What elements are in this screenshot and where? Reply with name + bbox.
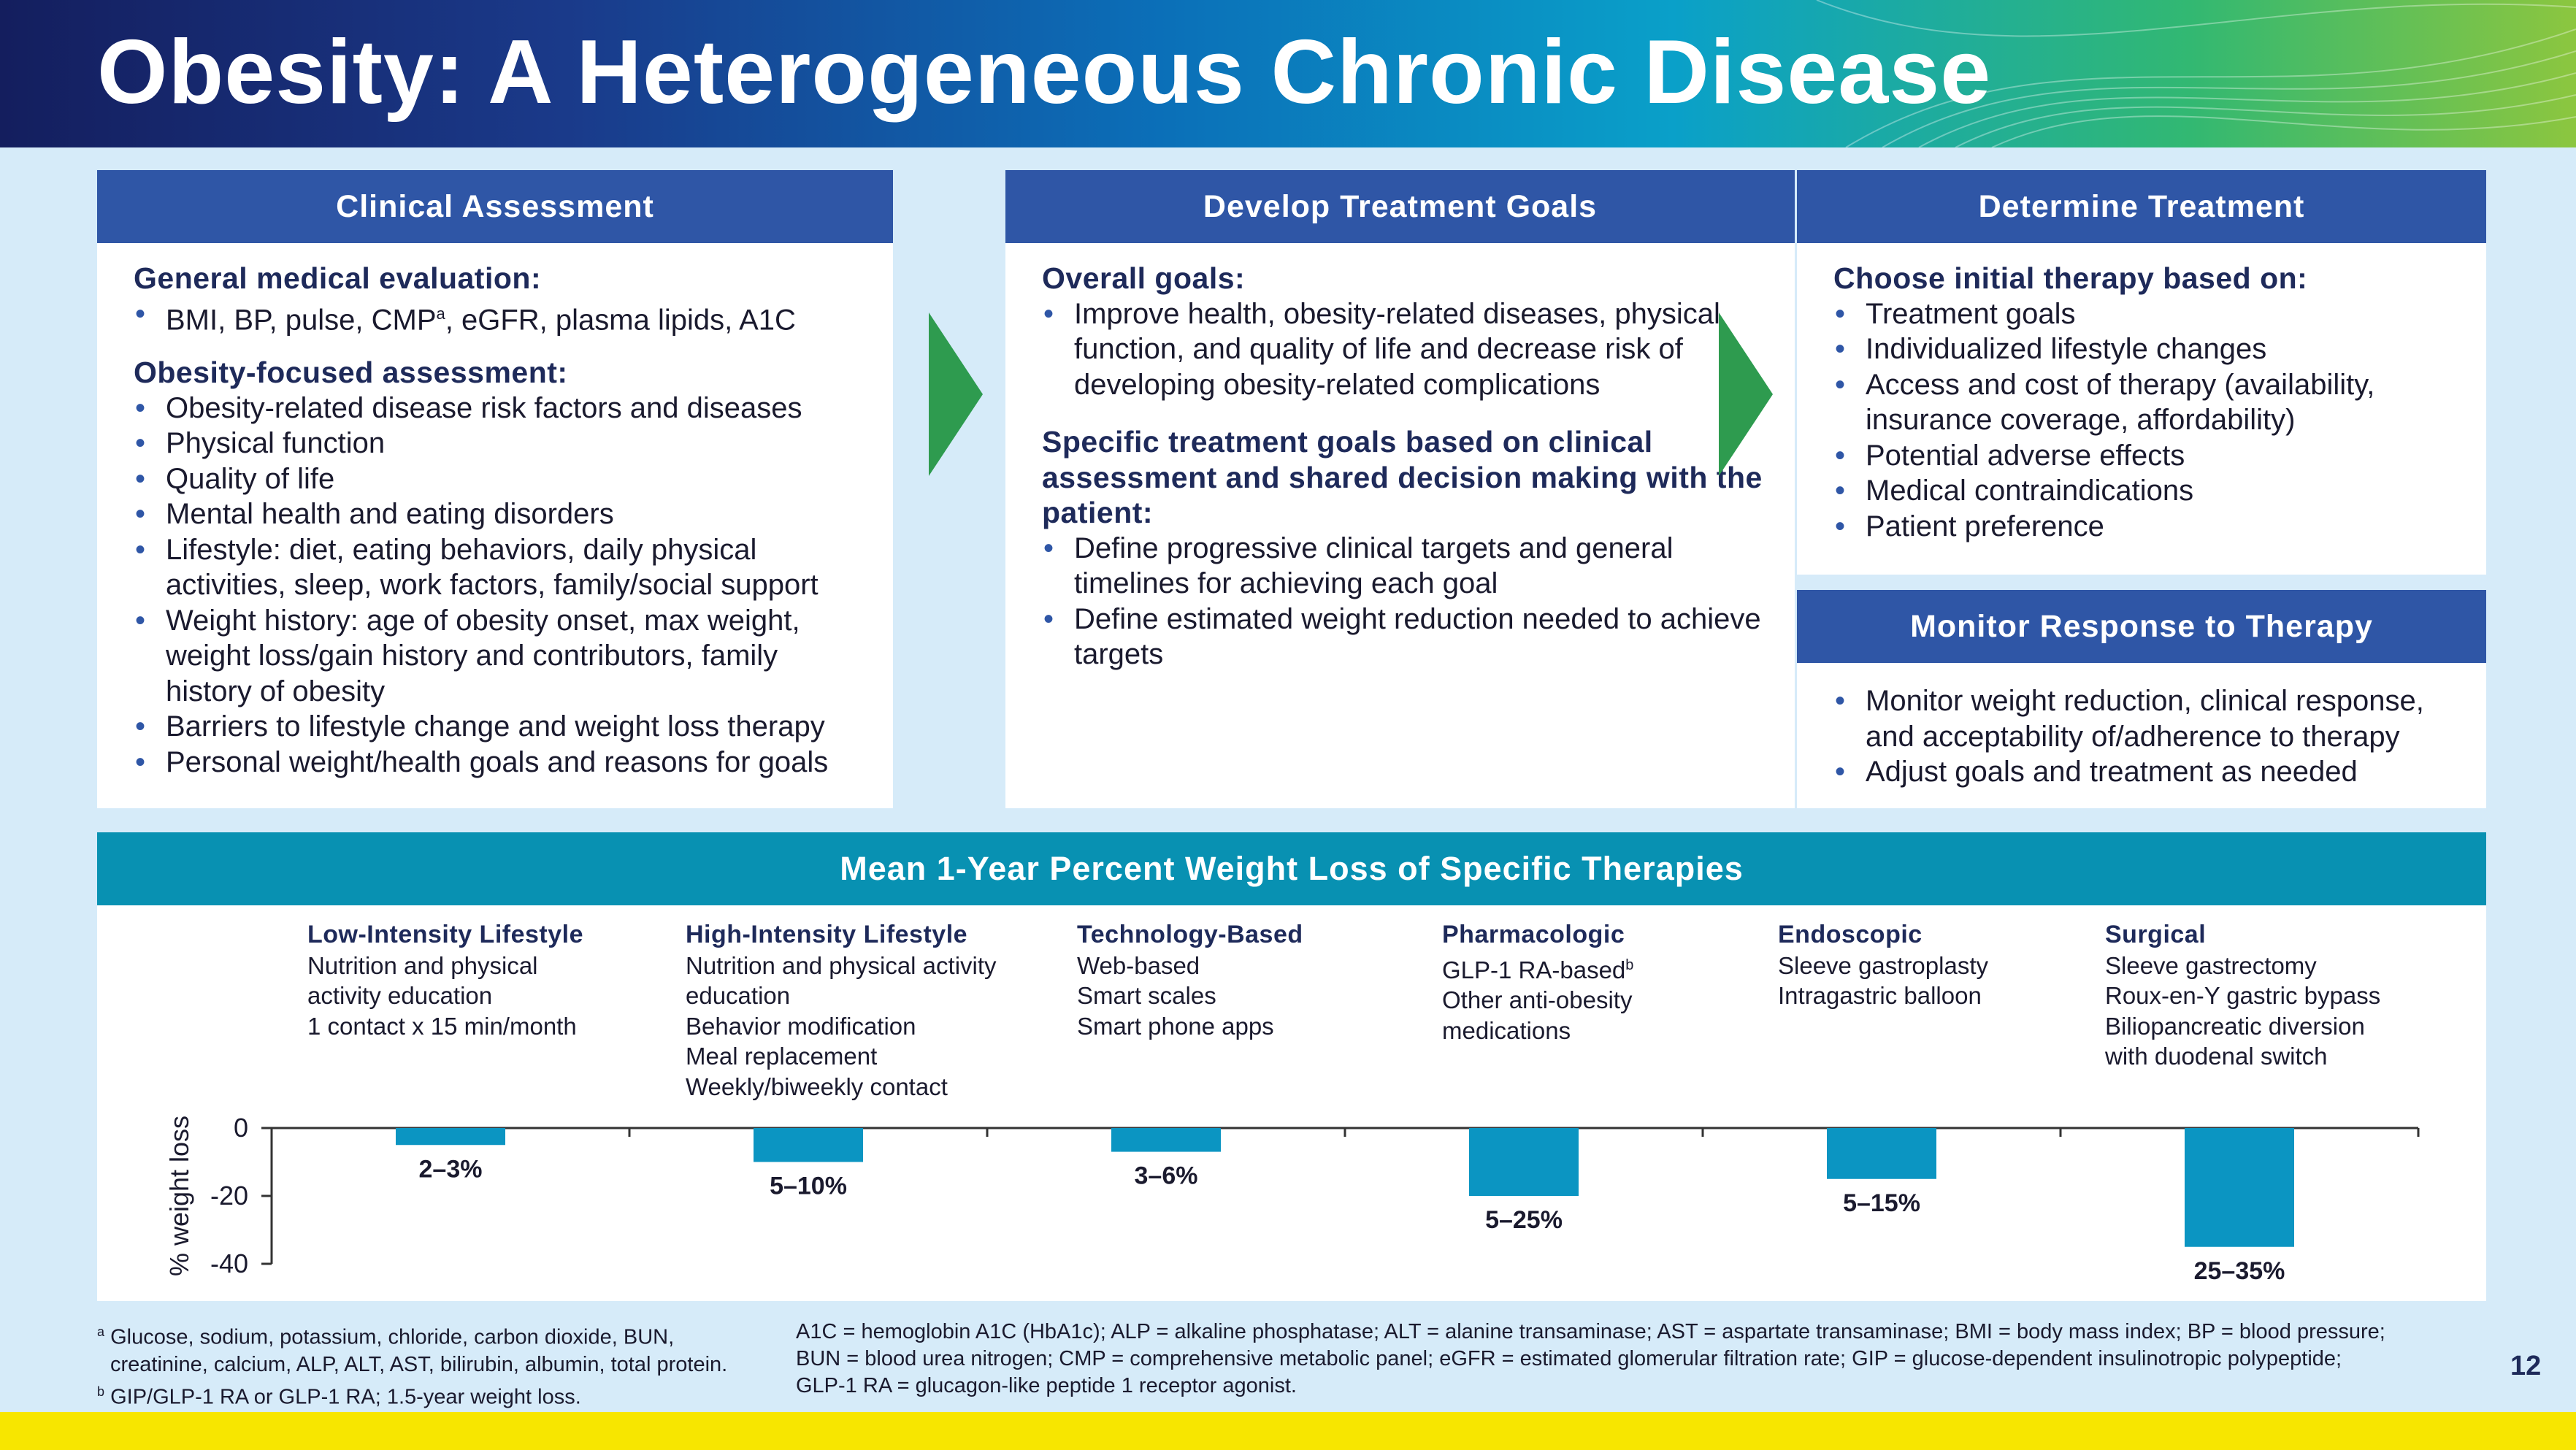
initial-therapy-title: Choose initial therapy based on:: [1833, 261, 2308, 295]
clinical-assessment-panel: Clinical Assessment General medical eval…: [97, 170, 893, 808]
list-item: BMI, BP, pulse, CMPa, eGFR, plasma lipid…: [134, 296, 864, 338]
flow-arrow-icon: [929, 312, 983, 476]
flow-arrow-icon: [1719, 312, 1773, 476]
list-item: Weight history: age of obesity onset, ma…: [134, 603, 864, 710]
therapies-heading: Mean 1-Year Percent Weight Loss of Speci…: [97, 832, 2486, 905]
page-number: 12: [2510, 1351, 2542, 1381]
list-item: Lifestyle: diet, eating behaviors, daily…: [134, 532, 864, 603]
footer-bar: [0, 1412, 2576, 1450]
therapy-high-intensity: High-Intensity Lifestyle Nutrition and p…: [686, 921, 997, 1100]
therapies-panel: Mean 1-Year Percent Weight Loss of Speci…: [97, 832, 2486, 1301]
list-item: Treatment goals: [1833, 296, 2457, 332]
list-item: Access and cost of therapy (availability…: [1833, 367, 2457, 438]
list-item: Potential adverse effects: [1833, 438, 2457, 474]
therapy-endoscopic: Endoscopic Sleeve gastroplasty Intragast…: [1778, 921, 1988, 1009]
abbreviations: A1C = hemoglobin A1C (HbA1c); ALP = alka…: [796, 1320, 2385, 1397]
treatment-goals-panel: Develop Treatment Goals Overall goals: I…: [1005, 170, 1795, 808]
determine-treatment-heading: Determine Treatment: [1797, 170, 2486, 243]
obesity-assessment-title: Obesity-focused assessment:: [134, 356, 568, 390]
monitor-response-panel: Monitor Response to Therapy Monitor weig…: [1797, 590, 2486, 808]
list-item: Individualized lifestyle changes: [1833, 331, 2457, 367]
list-item: Define progressive clinical targets and …: [1042, 531, 1766, 602]
therapy-technology: Technology-Based Web-based Smart scales …: [1077, 921, 1303, 1040]
therapy-surgical: Surgical Sleeve gastrectomy Roux-en-Y ga…: [2105, 921, 2381, 1070]
list-item: Adjust goals and treatment as needed: [1833, 754, 2457, 790]
list-item: Barriers to lifestyle change and weight …: [134, 709, 864, 745]
specific-goals-title: Specific treatment goals based on clinic…: [1042, 425, 1763, 529]
general-evaluation-title: General medical evaluation:: [134, 261, 542, 295]
overall-goals-title: Overall goals:: [1042, 261, 1246, 295]
list-item: Medical contraindications: [1833, 473, 2457, 509]
list-item: Mental health and eating disorders: [134, 496, 864, 532]
title-banner: Obesity: A Heterogeneous Chronic Disease: [0, 0, 2576, 147]
list-item: Obesity-related disease risk factors and…: [134, 391, 864, 426]
footnote-a: a Glucose, sodium, potassium, chloride, …: [97, 1324, 728, 1409]
therapy-low-intensity: Low-Intensity Lifestyle Nutrition and ph…: [307, 921, 583, 1040]
clinical-assessment-heading: Clinical Assessment: [97, 170, 893, 243]
list-item: Monitor weight reduction, clinical respo…: [1833, 683, 2457, 754]
therapy-pharmacologic: Pharmacologic GLP-1 RA-basedb Other anti…: [1442, 921, 1634, 1044]
list-item: Patient preference: [1833, 509, 2457, 545]
list-item: Quality of life: [134, 461, 864, 497]
page-title: Obesity: A Heterogeneous Chronic Disease: [97, 22, 1992, 123]
list-item: Physical function: [134, 426, 864, 461]
monitor-response-heading: Monitor Response to Therapy: [1797, 590, 2486, 663]
list-item: Improve health, obesity-related diseases…: [1042, 296, 1766, 403]
treatment-goals-heading: Develop Treatment Goals: [1005, 170, 1795, 243]
decorative-wave-lines: [1816, 0, 2576, 147]
determine-treatment-panel: Determine Treatment Choose initial thera…: [1797, 170, 2486, 575]
list-item: Define estimated weight reduction needed…: [1042, 602, 1766, 672]
list-item: Personal weight/health goals and reasons…: [134, 745, 864, 780]
